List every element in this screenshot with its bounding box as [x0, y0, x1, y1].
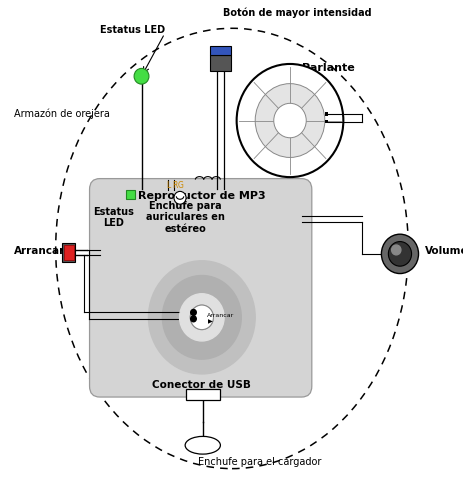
Circle shape	[388, 242, 411, 266]
FancyBboxPatch shape	[89, 179, 311, 397]
Text: Estatus LED: Estatus LED	[100, 25, 164, 34]
Text: Arrancar: Arrancar	[207, 313, 234, 318]
Text: Enchufe para el cargador: Enchufe para el cargador	[198, 458, 321, 467]
Circle shape	[162, 276, 241, 359]
Circle shape	[190, 305, 213, 330]
Circle shape	[391, 245, 400, 255]
Text: R: R	[171, 181, 177, 190]
Circle shape	[148, 261, 255, 374]
Ellipse shape	[185, 436, 220, 454]
Circle shape	[134, 68, 149, 84]
Circle shape	[190, 305, 213, 330]
Bar	[209, 55, 231, 71]
Circle shape	[179, 294, 224, 341]
Circle shape	[190, 309, 196, 315]
Circle shape	[236, 64, 343, 177]
Bar	[185, 389, 220, 400]
Text: Armazón de orejera: Armazón de orejera	[14, 109, 110, 120]
Circle shape	[190, 316, 196, 322]
Text: Arrancar: Arrancar	[14, 246, 65, 256]
Bar	[126, 190, 135, 199]
Circle shape	[381, 234, 418, 274]
Text: Volumen: Volumen	[424, 246, 463, 256]
Bar	[63, 245, 74, 260]
Circle shape	[174, 191, 186, 204]
Text: ▶: ▶	[207, 319, 212, 324]
Bar	[324, 112, 327, 116]
Bar	[209, 46, 231, 55]
Text: Estatus
LED: Estatus LED	[93, 207, 134, 228]
Text: G: G	[178, 181, 183, 190]
Bar	[324, 120, 327, 123]
Text: Reproductor de MP3: Reproductor de MP3	[138, 191, 265, 201]
Text: L: L	[165, 181, 170, 190]
Text: Conector de USB: Conector de USB	[152, 380, 251, 390]
Text: Enchufe para
auriculares en
estéreo: Enchufe para auriculares en estéreo	[146, 201, 225, 234]
Text: Botón de mayor intensidad: Botón de mayor intensidad	[222, 7, 370, 18]
Text: Parlante: Parlante	[301, 63, 354, 73]
Circle shape	[273, 103, 306, 138]
Circle shape	[255, 84, 324, 157]
Bar	[62, 243, 75, 262]
